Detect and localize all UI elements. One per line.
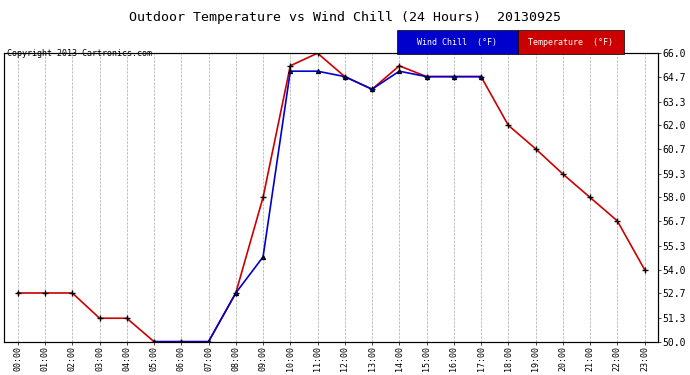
- Text: Wind Chill  (°F): Wind Chill (°F): [417, 38, 497, 47]
- Text: Outdoor Temperature vs Wind Chill (24 Hours)  20130925: Outdoor Temperature vs Wind Chill (24 Ho…: [129, 11, 561, 24]
- Text: Temperature  (°F): Temperature (°F): [529, 38, 613, 47]
- Text: Copyright 2013 Cartronics.com: Copyright 2013 Cartronics.com: [7, 49, 152, 58]
